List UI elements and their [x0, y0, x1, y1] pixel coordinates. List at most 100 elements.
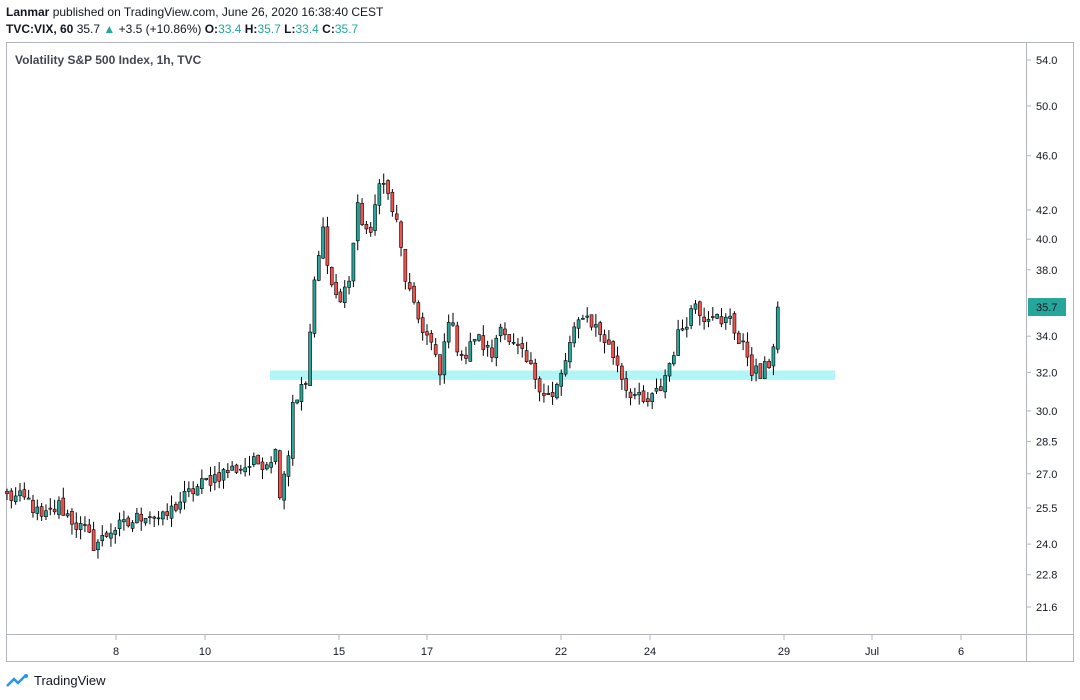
candle[interactable]: [511, 333, 516, 346]
candle[interactable]: [87, 518, 92, 534]
candle[interactable]: [754, 358, 758, 382]
candle[interactable]: [775, 301, 780, 354]
candle[interactable]: [334, 273, 338, 299]
candle[interactable]: [672, 351, 676, 367]
candle[interactable]: [741, 333, 745, 351]
candle[interactable]: [594, 313, 598, 337]
candle[interactable]: [316, 250, 321, 282]
candle[interactable]: [143, 517, 148, 526]
candle[interactable]: [247, 455, 252, 476]
candle[interactable]: [710, 307, 715, 321]
candle[interactable]: [239, 464, 243, 475]
candle[interactable]: [130, 520, 135, 533]
candle[interactable]: [399, 220, 403, 257]
candle[interactable]: [295, 399, 299, 405]
candle[interactable]: [602, 329, 607, 354]
candle[interactable]: [442, 333, 447, 384]
candle[interactable]: [628, 388, 633, 406]
candle[interactable]: [736, 330, 741, 345]
candle[interactable]: [9, 488, 14, 509]
candle[interactable]: [598, 320, 603, 342]
candle[interactable]: [749, 347, 754, 382]
candle[interactable]: [286, 450, 291, 487]
candle[interactable]: [516, 338, 520, 355]
candle[interactable]: [706, 311, 711, 328]
candle[interactable]: [104, 530, 109, 538]
candle[interactable]: [303, 381, 308, 390]
candle[interactable]: [537, 376, 542, 402]
candle[interactable]: [407, 272, 412, 292]
candle[interactable]: [321, 217, 325, 260]
candle[interactable]: [122, 510, 126, 531]
candle[interactable]: [373, 194, 377, 236]
candle[interactable]: [620, 362, 624, 390]
candle[interactable]: [299, 376, 304, 411]
candle[interactable]: [650, 392, 654, 410]
candle[interactable]: [472, 339, 477, 346]
candle[interactable]: [156, 511, 161, 526]
candle[interactable]: [524, 341, 529, 363]
candle[interactable]: [555, 382, 559, 400]
candle[interactable]: [438, 354, 442, 386]
candle[interactable]: [745, 332, 750, 367]
candle[interactable]: [74, 512, 79, 538]
candle[interactable]: [425, 324, 429, 346]
candle[interactable]: [685, 317, 689, 338]
candle[interactable]: [169, 495, 174, 527]
candle[interactable]: [572, 322, 577, 348]
candle[interactable]: [48, 498, 53, 516]
candle[interactable]: [490, 339, 494, 363]
chart-frame[interactable]: [6, 42, 1074, 662]
candle[interactable]: [52, 499, 57, 515]
candle[interactable]: [256, 454, 260, 465]
candle[interactable]: [364, 220, 369, 235]
candle[interactable]: [282, 471, 286, 510]
candle[interactable]: [161, 510, 165, 526]
tradingview-footer[interactable]: TradingView: [6, 673, 106, 688]
candle[interactable]: [767, 358, 771, 369]
candle[interactable]: [329, 266, 334, 288]
candle[interactable]: [697, 300, 702, 326]
candle[interactable]: [429, 330, 434, 351]
candle[interactable]: [615, 346, 620, 373]
candle[interactable]: [494, 334, 499, 367]
candle[interactable]: [100, 525, 105, 547]
candle[interactable]: [390, 189, 395, 217]
candle[interactable]: [5, 488, 9, 501]
candle[interactable]: [221, 468, 226, 489]
candle[interactable]: [113, 526, 118, 544]
candle[interactable]: [451, 312, 455, 327]
candle[interactable]: [607, 330, 611, 345]
candle[interactable]: [481, 325, 486, 356]
candle[interactable]: [624, 371, 628, 399]
candle[interactable]: [243, 457, 247, 477]
candle[interactable]: [187, 481, 191, 498]
candle[interactable]: [758, 363, 763, 379]
candle[interactable]: [416, 300, 421, 324]
candle[interactable]: [269, 456, 273, 474]
candle[interactable]: [152, 515, 157, 527]
candle[interactable]: [351, 242, 356, 288]
candle[interactable]: [667, 362, 672, 382]
candle[interactable]: [117, 512, 122, 537]
candle[interactable]: [312, 276, 317, 338]
candle[interactable]: [91, 521, 96, 551]
candle[interactable]: [208, 466, 213, 492]
candle[interactable]: [464, 346, 468, 365]
candle[interactable]: [576, 317, 581, 339]
candle[interactable]: [377, 179, 382, 215]
candle[interactable]: [394, 204, 399, 223]
candle[interactable]: [126, 515, 131, 528]
candle[interactable]: [308, 323, 312, 386]
candle[interactable]: [347, 276, 351, 295]
candle[interactable]: [693, 300, 698, 314]
candle[interactable]: [771, 343, 776, 376]
candle[interactable]: [325, 216, 330, 275]
candle[interactable]: [568, 335, 572, 369]
candle[interactable]: [234, 463, 239, 475]
candle[interactable]: [689, 305, 693, 330]
candle[interactable]: [529, 352, 533, 366]
candle[interactable]: [676, 319, 680, 357]
candle[interactable]: [26, 489, 31, 500]
candle[interactable]: [386, 179, 390, 200]
